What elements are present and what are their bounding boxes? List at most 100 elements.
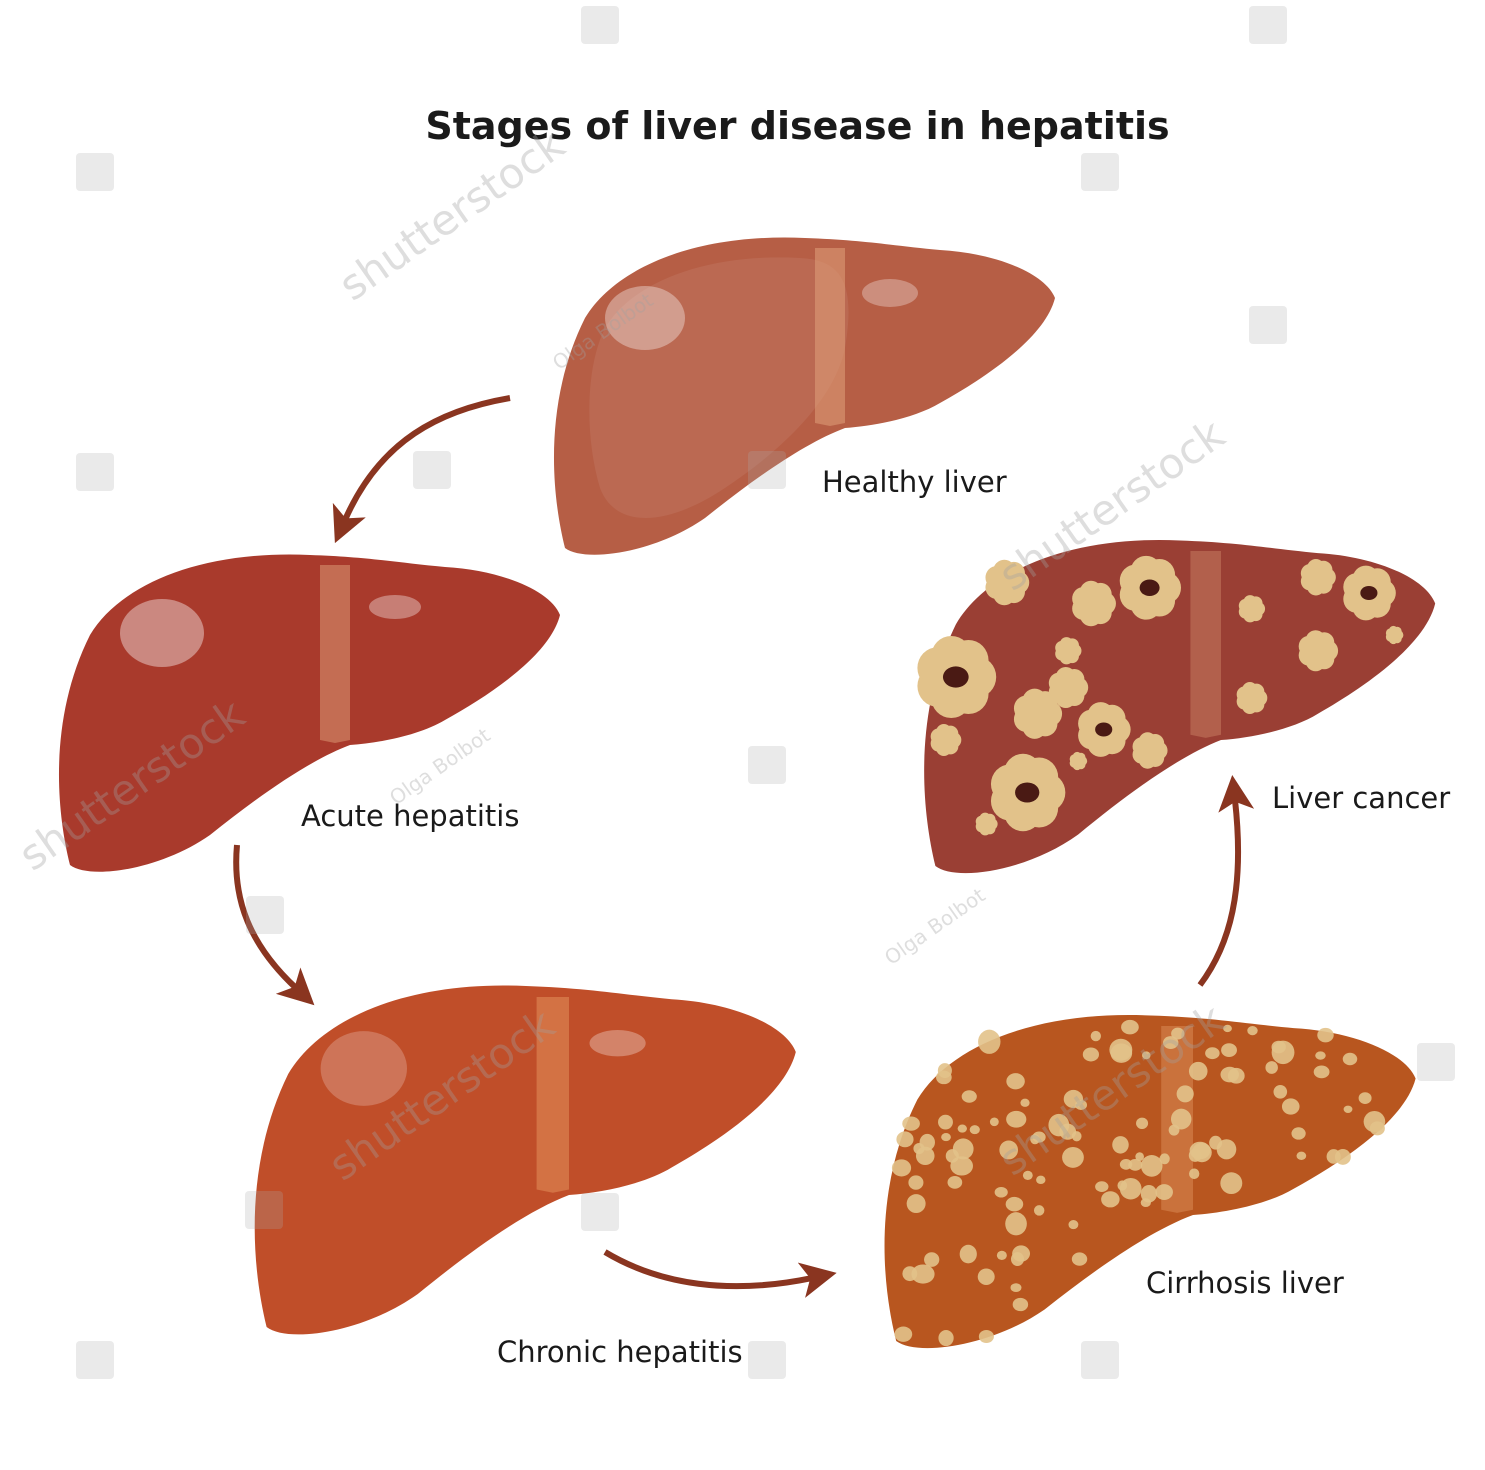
cirrhosis-nodule: [1090, 1030, 1102, 1042]
watermark-tile: [1081, 153, 1119, 191]
cirrhosis-nodule: [1209, 1135, 1223, 1150]
cancer-lesion: [1343, 565, 1396, 621]
cancer-lesion: [1236, 682, 1268, 714]
watermark-tile: [748, 451, 786, 489]
watermark-tile: [76, 1341, 114, 1379]
cirrhosis-nodule: [896, 1131, 914, 1148]
cirrhosis-nodule: [1171, 1027, 1185, 1040]
cirrhosis-nodule: [961, 1090, 977, 1103]
cirrhosis-nodule: [1005, 1196, 1024, 1212]
cirrhosis-nodule: [1136, 1117, 1149, 1130]
cirrhosis-nodule: [1006, 1073, 1025, 1090]
cirrhosis-nodule: [1159, 1153, 1170, 1165]
cirrhosis-nodule: [1205, 1047, 1220, 1060]
cancer-lesion: [1055, 637, 1082, 665]
cirrhosis-nodule: [1110, 1043, 1133, 1063]
cirrhosis-liver: [884, 1015, 1416, 1349]
cirrhosis-nodule: [1082, 1047, 1099, 1062]
cancer-lesion: [975, 812, 998, 836]
cancer-lesion: [1069, 751, 1088, 771]
cirrhosis-nodule: [1220, 1066, 1240, 1083]
cirrhosis-nodule: [1291, 1127, 1306, 1140]
cirrhosis-nodule: [1012, 1245, 1031, 1262]
arrow-cirrhosis-to-cancer: [1197, 774, 1255, 987]
cirrhosis-nodule: [1071, 1252, 1088, 1266]
watermark-tile: [245, 1191, 283, 1229]
cirrhosis-nodule: [1176, 1085, 1194, 1103]
cirrhosis-nodule: [1188, 1061, 1208, 1081]
cancer-lesion: [985, 559, 1030, 606]
cirrhosis-nodule: [941, 1133, 951, 1142]
cirrhosis-nodule: [913, 1142, 925, 1155]
cancer-lesion: [1300, 559, 1336, 596]
watermark-tile: [246, 896, 284, 934]
arrow-healthy-to-acute: [332, 395, 511, 544]
liver-cancer-liver: [917, 540, 1436, 874]
label-cirrhosis-liver: Cirrhosis liver: [1146, 1266, 1344, 1300]
cirrhosis-nodule: [978, 1329, 994, 1343]
cirrhosis-nodule: [969, 1125, 980, 1135]
cirrhosis-nodule: [957, 1124, 967, 1133]
cancer-lesion: [1385, 625, 1404, 645]
cirrhosis-nodule: [1101, 1191, 1120, 1208]
cirrhosis-nodule: [894, 1326, 913, 1342]
cirrhosis-nodule: [1121, 1019, 1139, 1035]
cirrhosis-nodule: [1022, 1170, 1033, 1180]
watermark-tile: [1417, 1043, 1455, 1081]
cirrhosis-nodule: [1247, 1025, 1258, 1036]
cirrhosis-nodule: [1273, 1084, 1288, 1099]
cirrhosis-nodule: [978, 1029, 1001, 1054]
cancer-lesion: [1013, 688, 1063, 739]
cirrhosis-nodule: [908, 1175, 924, 1190]
cancer-lesion: [1048, 666, 1089, 709]
cirrhosis-nodule: [1010, 1283, 1022, 1293]
cirrhosis-nodule: [1062, 1146, 1084, 1168]
cirrhosis-nodule: [1012, 1297, 1029, 1312]
cirrhosis-nodule: [1189, 1168, 1200, 1180]
watermark-tile: [76, 453, 114, 491]
watermark-tile: [581, 1193, 619, 1231]
cirrhosis-nodule: [1006, 1110, 1027, 1128]
cirrhosis-nodule: [906, 1194, 926, 1214]
cirrhosis-nodule: [1326, 1149, 1341, 1164]
cirrhosis-nodule: [947, 1176, 963, 1189]
cirrhosis-nodule: [1112, 1136, 1129, 1154]
watermark-tile: [413, 451, 451, 489]
cirrhosis-nodule: [945, 1149, 959, 1163]
cirrhosis-nodule: [1220, 1172, 1243, 1195]
cirrhosis-nodule: [938, 1114, 953, 1130]
cirrhosis-nodule: [1296, 1151, 1307, 1160]
watermark-tile: [1249, 6, 1287, 44]
watermark-tile: [76, 153, 114, 191]
cirrhosis-nodule: [1189, 1141, 1211, 1160]
label-liver-cancer: Liver cancer: [1272, 781, 1451, 815]
cirrhosis-nodule: [1315, 1051, 1326, 1060]
cirrhosis-nodule: [1358, 1092, 1372, 1104]
arrow-chronic-to-cirrhosis: [603, 1249, 837, 1298]
watermark-tile: [748, 1341, 786, 1379]
label-acute-hepatitis: Acute hepatitis: [301, 799, 520, 833]
cirrhosis-nodule: [1155, 1184, 1173, 1201]
cirrhosis-nodule: [1020, 1098, 1030, 1107]
cirrhosis-nodule: [938, 1330, 954, 1347]
cirrhosis-nodule: [1135, 1152, 1144, 1161]
cirrhosis-nodule: [1036, 1175, 1046, 1185]
cancer-lesion: [1238, 595, 1266, 623]
cancer-lesion: [1132, 732, 1168, 769]
cirrhosis-nodule: [1265, 1061, 1278, 1074]
cirrhosis-nodule: [902, 1116, 920, 1131]
cancer-lesion: [930, 724, 962, 756]
watermark-tiles: [76, 6, 1455, 1379]
cirrhosis-nodule: [937, 1063, 952, 1079]
label-chronic-hepatitis: Chronic hepatitis: [497, 1335, 743, 1369]
cirrhosis-nodule: [1163, 1036, 1179, 1050]
cirrhosis-nodule: [1033, 1205, 1045, 1216]
cirrhosis-nodule: [1032, 1131, 1046, 1143]
cirrhosis-nodule: [1119, 1177, 1142, 1200]
cirrhosis-nodule: [989, 1117, 999, 1127]
cirrhosis-nodule: [924, 1252, 940, 1267]
cirrhosis-nodule: [1170, 1108, 1192, 1130]
cirrhosis-nodule: [1313, 1065, 1330, 1079]
cirrhosis-nodule: [1342, 1052, 1358, 1066]
